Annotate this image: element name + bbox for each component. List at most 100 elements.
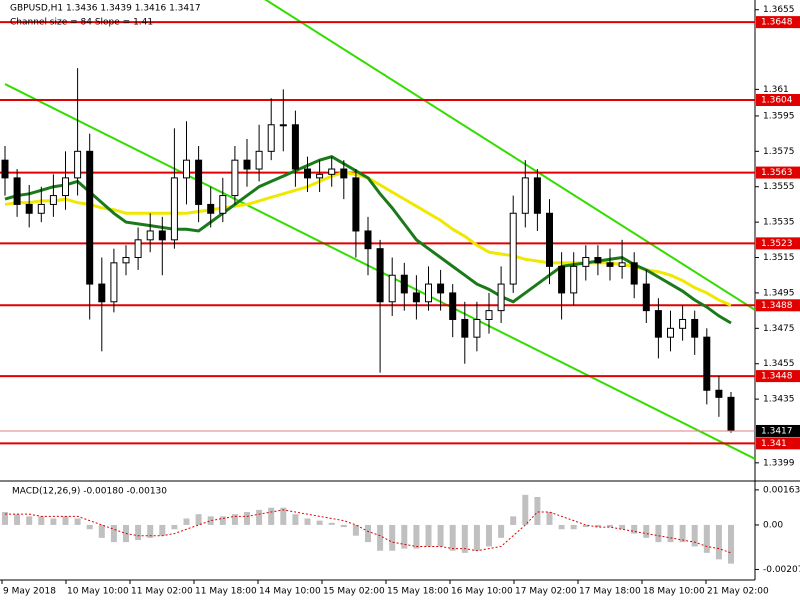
x-tick-label: 10 May 10:00 <box>67 587 129 597</box>
candle-body <box>654 310 662 338</box>
candle-body <box>412 292 420 303</box>
macd-bar <box>691 524 698 547</box>
candle-body <box>667 327 674 338</box>
candle-body <box>679 318 687 329</box>
candle-body <box>400 274 408 294</box>
macd-bar <box>582 524 589 528</box>
candle-body <box>485 310 493 320</box>
candle-body <box>62 177 69 197</box>
level-label: 1.3448 <box>761 372 793 382</box>
y-tick-label: 1.361 <box>763 85 789 95</box>
level-label: 1.3563 <box>761 168 793 178</box>
candle-body <box>376 248 384 303</box>
candle-body <box>279 124 287 127</box>
macd-bar <box>486 524 492 547</box>
candle-body <box>243 159 251 170</box>
macd-bar <box>207 516 214 525</box>
macd-bar <box>679 524 686 543</box>
candle-body <box>703 336 711 391</box>
candle-body <box>86 150 94 285</box>
x-tick-label: 15 May 02:00 <box>323 587 385 597</box>
macd-bar <box>231 514 238 525</box>
candle-body <box>582 257 590 267</box>
x-tick-label: 16 May 10:00 <box>451 587 513 597</box>
macd-bar <box>667 524 674 543</box>
level-label-bg <box>756 16 800 29</box>
candle-body <box>352 177 360 232</box>
candle-body <box>134 239 142 259</box>
macd-bar <box>728 524 734 564</box>
candle-body <box>231 159 239 197</box>
candle-body <box>207 203 215 214</box>
candle-body <box>533 177 541 214</box>
x-tick-label: 17 May 18:00 <box>579 587 641 597</box>
macd-bar <box>292 514 299 525</box>
candle-body <box>37 203 45 214</box>
level-label-bg <box>756 370 800 383</box>
candle-body <box>449 292 457 320</box>
macd-bar <box>619 524 626 530</box>
level-label: 1.341 <box>761 439 787 449</box>
candle-body <box>437 283 445 294</box>
candle-body <box>509 212 517 285</box>
candle-body <box>461 318 469 338</box>
macd-bar <box>304 518 311 525</box>
macd-bar <box>558 524 565 530</box>
macd-bar <box>715 524 722 560</box>
macd-bar <box>413 524 420 549</box>
macd-bar <box>643 524 650 538</box>
candle-body <box>183 159 190 179</box>
last-price-bg <box>756 424 800 437</box>
y-tick-label: 1.3475 <box>763 324 795 334</box>
x-tick-label: 11 May 02:00 <box>131 587 193 597</box>
y-tick-label: 1.3435 <box>763 395 795 405</box>
y-tick-label: 1.3515 <box>763 253 795 263</box>
macd-tick-label: 0.00163 <box>763 485 800 495</box>
level-label-bg <box>756 437 800 450</box>
candle-body <box>594 257 602 264</box>
x-tick-label: 9 May 2018 <box>3 587 56 597</box>
macd-bar <box>316 520 323 525</box>
macd-bar <box>110 524 117 543</box>
level-label: 1.3648 <box>761 18 793 28</box>
macd-bar <box>498 524 505 538</box>
macd-bar <box>510 516 517 525</box>
chart-subtitle: Channel size = 84 Slope = 1.41 <box>10 18 153 28</box>
candle-body <box>255 150 263 170</box>
macd-bar <box>74 518 81 525</box>
candle-body <box>521 177 529 214</box>
candle-body <box>727 396 735 432</box>
chart-title: GBPUSD,H1 1.3436 1.3439 1.3416 1.3417 <box>10 4 201 14</box>
x-tick-label: 14 May 10:00 <box>259 587 321 597</box>
macd-bar <box>62 516 69 525</box>
candle-body <box>691 318 699 338</box>
candle-body <box>267 124 275 152</box>
candle-body <box>316 173 324 179</box>
macd-bar <box>546 512 553 525</box>
y-tick-label: 1.3495 <box>763 288 795 298</box>
macd-title: MACD(12,26,9) -0.00180 -0.00130 <box>12 487 167 497</box>
macd-bar <box>389 524 396 551</box>
y-tick-label: 1.3535 <box>763 218 795 228</box>
macd-bar <box>2 512 8 525</box>
macd-bar <box>98 524 105 538</box>
macd-bar <box>473 524 480 551</box>
macd-bar <box>26 516 33 525</box>
macd-bar <box>171 524 178 530</box>
macd-bar <box>655 524 662 543</box>
candle-body <box>388 274 396 303</box>
candle-body <box>219 195 227 214</box>
candle-body <box>630 262 638 285</box>
macd-bar <box>522 494 529 525</box>
y-tick-label: 1.3655 <box>763 5 795 15</box>
level-label-bg <box>756 94 800 106</box>
candle-body <box>49 195 57 205</box>
level-label: 1.3604 <box>761 96 793 106</box>
macd-bar <box>86 524 93 530</box>
macd-bar <box>449 524 456 551</box>
macd-bar <box>607 524 613 528</box>
candle-body <box>25 203 33 214</box>
macd-bar <box>703 524 710 553</box>
